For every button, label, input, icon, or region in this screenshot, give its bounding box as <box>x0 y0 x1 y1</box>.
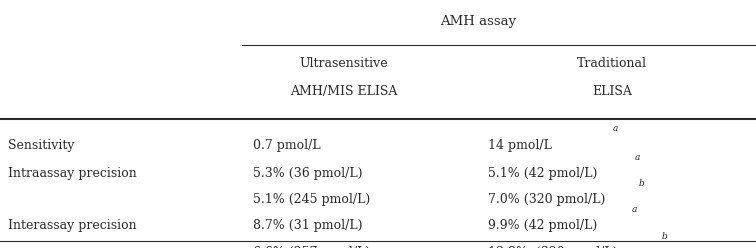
Text: a: a <box>635 153 640 162</box>
Text: 13.8%  (320 pmol/L): 13.8% (320 pmol/L) <box>488 247 617 248</box>
Text: 0.7 pmol/L: 0.7 pmol/L <box>253 139 321 152</box>
Text: 5.1% (245 pmol/L): 5.1% (245 pmol/L) <box>253 193 370 206</box>
Text: Intraassay precision: Intraassay precision <box>8 167 136 180</box>
Text: 8.7% (31 pmol/L): 8.7% (31 pmol/L) <box>253 219 363 232</box>
Text: 6.6% (257 pmol/L): 6.6% (257 pmol/L) <box>253 247 370 248</box>
Text: 5.1% (42 pmol/L): 5.1% (42 pmol/L) <box>488 167 597 180</box>
Text: AMH/MIS ELISA: AMH/MIS ELISA <box>290 85 398 98</box>
Text: Sensitivity: Sensitivity <box>8 139 74 152</box>
Text: 9.9% (42 pmol/L): 9.9% (42 pmol/L) <box>488 219 597 232</box>
Text: 7.0% (320 pmol/L): 7.0% (320 pmol/L) <box>488 193 605 206</box>
Text: b: b <box>662 232 668 241</box>
Text: a: a <box>612 124 618 133</box>
Text: a: a <box>631 205 637 214</box>
Text: AMH assay: AMH assay <box>440 15 516 28</box>
Text: Traditional: Traditional <box>578 57 647 70</box>
Text: b: b <box>639 179 645 188</box>
Text: Ultrasensitive: Ultrasensitive <box>299 57 389 70</box>
Text: 5.3% (36 pmol/L): 5.3% (36 pmol/L) <box>253 167 363 180</box>
Text: Interassay precision: Interassay precision <box>8 219 136 232</box>
Text: 14 pmol/L: 14 pmol/L <box>488 139 551 152</box>
Text: ELISA: ELISA <box>593 85 632 98</box>
